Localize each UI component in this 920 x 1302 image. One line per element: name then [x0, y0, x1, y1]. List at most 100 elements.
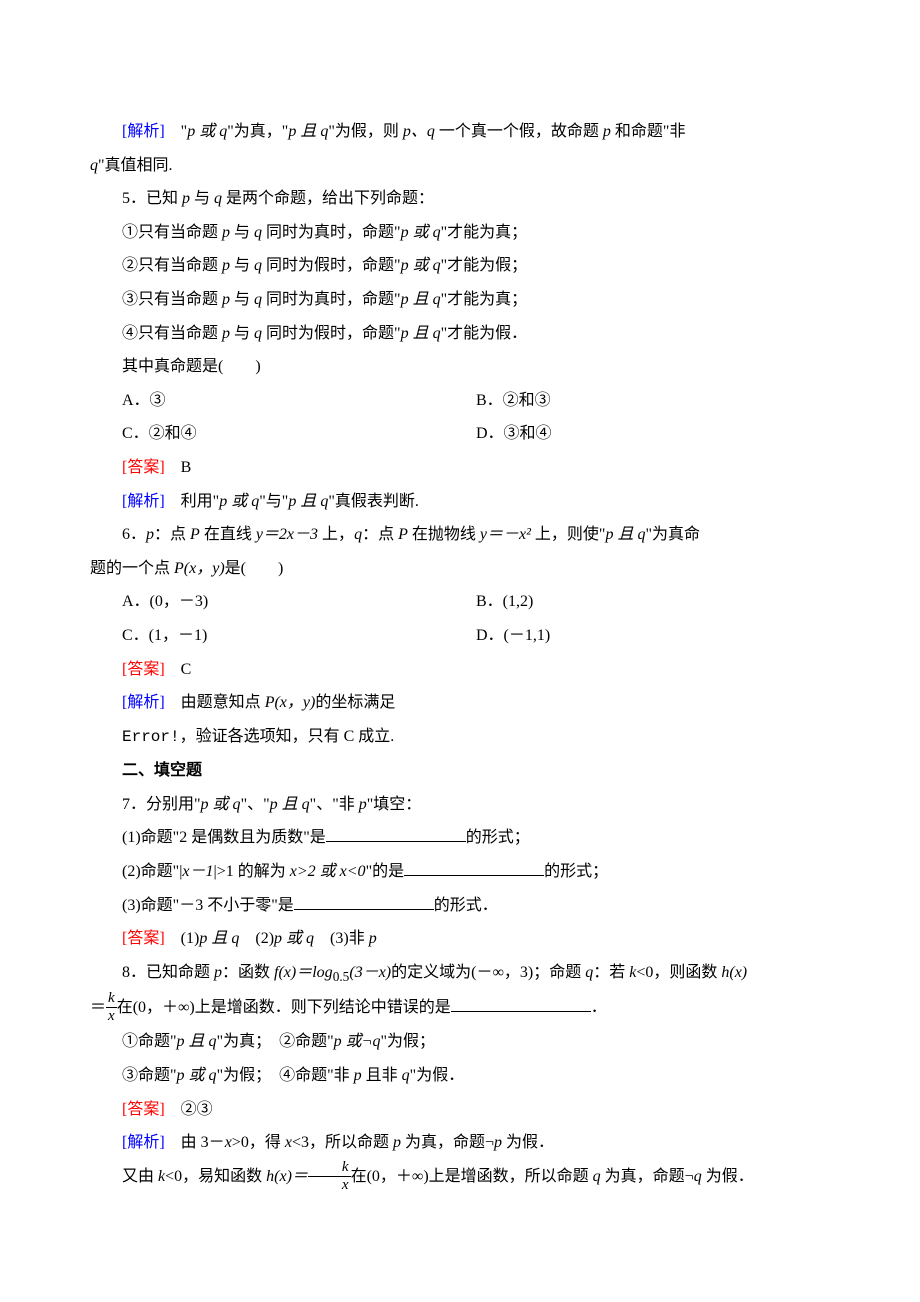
- expr: x－1: [182, 863, 213, 880]
- text: "才能为假．: [441, 325, 528, 342]
- q8-stem-line1: 8．已知命题 p：函数 f(x)＝log0.5(3－x)的定义域为(－∞，3)；…: [90, 956, 830, 991]
- text: ②③: [165, 1101, 213, 1118]
- q8-analysis-line2: 又由 k<0，易知函数 h(x)＝kx在(0，＋∞)上是增函数，所以命题 q 为…: [90, 1160, 830, 1194]
- fill-blank: [404, 859, 544, 876]
- expr: h(x)＝: [266, 1168, 308, 1185]
- var: q: [585, 964, 593, 981]
- text: 为真，命题¬: [401, 1134, 494, 1151]
- text: 8．已知命题: [122, 964, 214, 981]
- q5-statement-3: ③只有当命题 p 与 q 同时为真时，命题"p 且 q"才能为真；: [90, 283, 830, 317]
- text: "填空：: [367, 796, 422, 813]
- text: <0，则函数: [636, 964, 721, 981]
- text: 同时为假时，命题": [262, 257, 401, 274]
- text: 与: [230, 325, 254, 342]
- var: q: [254, 224, 262, 241]
- answer-label: [答案]: [122, 930, 165, 947]
- q8-answer: [答案] ②③: [90, 1093, 830, 1127]
- var: q: [402, 1067, 410, 1084]
- text: "真值相同.: [98, 157, 173, 174]
- var: q: [254, 257, 262, 274]
- text: 的坐标满足: [315, 694, 395, 711]
- denominator: x: [106, 1007, 117, 1025]
- q5-options-row1: A．③ B．②和③: [90, 384, 830, 418]
- text: (3)命题"－3 不小于零"是: [122, 897, 294, 914]
- text: 的形式．: [434, 897, 498, 914]
- text: "为假； ④命题"非: [217, 1067, 354, 1084]
- var: x: [225, 1134, 232, 1151]
- text: <3，所以命题: [292, 1134, 393, 1151]
- var: p: [214, 964, 222, 981]
- q7-sub1: (1)命题"2 是偶数且为质数"是 的形式；: [90, 821, 830, 855]
- text: ：若: [593, 964, 629, 981]
- text: (2): [239, 930, 274, 947]
- expr: h(x): [721, 964, 747, 981]
- expr: p 且 q: [199, 930, 239, 947]
- text: 题的一个点: [90, 560, 174, 577]
- text: 5．已知: [122, 190, 182, 207]
- var: p: [182, 190, 190, 207]
- text: ：点: [154, 526, 190, 543]
- var: x: [285, 1134, 292, 1151]
- text: 又由: [122, 1168, 158, 1185]
- text: ：函数: [222, 964, 274, 981]
- answer-label: [答案]: [122, 459, 165, 476]
- text: ③只有当命题: [122, 291, 222, 308]
- var: p: [369, 930, 377, 947]
- q5-answer: [答案] B: [90, 451, 830, 485]
- text: 在直线: [200, 526, 256, 543]
- answer-label: [答案]: [122, 1101, 165, 1118]
- text: ．: [591, 999, 607, 1016]
- text: 由 3－: [165, 1134, 225, 1151]
- q8-statements-2: ③命题"p 或 q"为假； ④命题"非 p 且非 q"为假．: [90, 1059, 830, 1093]
- expr: p 或 q: [274, 930, 314, 947]
- q4-analysis-line1: [解析] "p 或 q"为真，"p 且 q"为假，则 p、q 一个真一个假，故命…: [90, 115, 830, 149]
- expr: p 且 q: [401, 291, 441, 308]
- text: 上，: [318, 526, 354, 543]
- error-text: Error!: [122, 728, 180, 746]
- var: p: [146, 526, 154, 543]
- numerator: k: [308, 1159, 351, 1176]
- text: 且非: [362, 1067, 402, 1084]
- text: ": [165, 123, 188, 140]
- denominator: x: [308, 1176, 351, 1194]
- text: ③命题": [122, 1067, 177, 1084]
- var: p: [222, 224, 230, 241]
- expr: p 且 q: [288, 123, 328, 140]
- q4-analysis-line2: q"真值相同.: [90, 149, 830, 183]
- q6-stem-line1: 6．p：点 P 在直线 y＝2x－3 上，q：点 P 在抛物线 y＝－x² 上，…: [90, 518, 830, 552]
- text: 7．分别用": [122, 796, 201, 813]
- text: 上，则使": [531, 526, 606, 543]
- text: 为真，命题¬: [601, 1168, 694, 1185]
- fraction: kx: [308, 1159, 351, 1193]
- expr: p 或 q: [401, 224, 441, 241]
- var: p: [393, 1134, 401, 1151]
- fraction: kx: [106, 990, 117, 1024]
- text: ，验证各选项知，只有 C 成立.: [180, 728, 395, 745]
- analysis-label: [解析]: [122, 694, 165, 711]
- expr: f(x)＝log: [274, 964, 333, 981]
- text: 的形式；: [544, 863, 608, 880]
- text: 的形式；: [466, 829, 530, 846]
- expr: y＝2x－3: [256, 526, 318, 543]
- q5-option-a: A．③: [122, 384, 476, 418]
- q8-statements-1: ①命题"p 且 q"为真； ②命题"p 或¬q"为假；: [90, 1025, 830, 1059]
- q5-ask: 其中真命题是( ): [90, 350, 830, 384]
- expr: p 或 q: [219, 493, 259, 510]
- var: p: [222, 325, 230, 342]
- q7-sub2: (2)命题"|x－1|>1 的解为 x>2 或 x<0"的是的形式；: [90, 855, 830, 889]
- var: q: [254, 325, 262, 342]
- text: "的是: [366, 863, 405, 880]
- text: 一个真一个假，故命题: [435, 123, 603, 140]
- text: B: [165, 459, 192, 476]
- text: 与: [230, 257, 254, 274]
- q5-option-d: D．③和④: [476, 417, 830, 451]
- text: ①命题": [122, 1033, 177, 1050]
- text: |>1 的解为: [214, 863, 290, 880]
- text: >0，得: [232, 1134, 285, 1151]
- var: q: [254, 291, 262, 308]
- text: (1)命题"2 是偶数且为质数"是: [122, 829, 326, 846]
- var: P: [190, 526, 200, 543]
- text: 和命题"非: [611, 123, 686, 140]
- var: p: [222, 257, 230, 274]
- text: "为真，": [227, 123, 288, 140]
